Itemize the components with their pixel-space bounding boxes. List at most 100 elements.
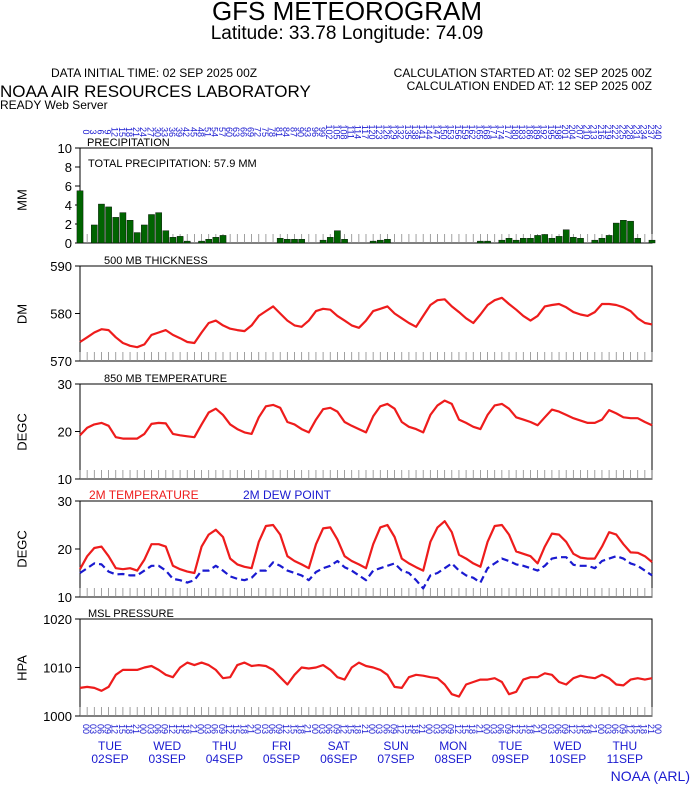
- forecast-hour-label: 36: [167, 127, 177, 137]
- date-label: 02SEP: [91, 752, 128, 766]
- forecast-hour-label: 117: [360, 125, 370, 139]
- utc-hour-label: 03: [374, 724, 384, 734]
- utc-hour-label: 12: [567, 724, 577, 734]
- forecast-hour-label: 234: [639, 124, 649, 139]
- y-tick-label: 4: [65, 198, 72, 213]
- precip-bar: [570, 237, 577, 244]
- forecast-hour-label: 180: [510, 124, 520, 139]
- y-tick-label: 0: [65, 236, 72, 251]
- forecast-hour-label: 162: [467, 124, 477, 139]
- precip-bar: [598, 238, 606, 244]
- precip-bar: [91, 224, 98, 244]
- precip-bar: [627, 220, 634, 244]
- forecast-hour-label: 45: [188, 127, 198, 137]
- day-label: WED: [554, 739, 582, 753]
- forecast-hour-label: 6: [95, 129, 105, 134]
- y-tick-label: 6: [65, 179, 72, 194]
- y-tick-label: 30: [58, 377, 72, 392]
- utc-hour-label: 03: [546, 724, 556, 734]
- date-label: 09SEP: [492, 752, 529, 766]
- precip-bar: [334, 230, 341, 244]
- date-label: 04SEP: [206, 752, 243, 766]
- panel-frame: [79, 265, 653, 362]
- forecast-hour-label: 60: [224, 127, 234, 137]
- precip-bar: [620, 219, 627, 244]
- precip-bar: [541, 234, 549, 244]
- y-tick-label: 20: [58, 425, 72, 440]
- forecast-hour-label: 204: [567, 124, 577, 139]
- forecast-hour-label: 12: [110, 127, 120, 137]
- forecast-hour-label: 222: [610, 124, 620, 139]
- utc-hour-label: 03: [603, 724, 613, 734]
- date-label: 10SEP: [549, 752, 586, 766]
- forecast-hour-label: 24: [138, 127, 148, 137]
- precip-bar: [276, 238, 284, 244]
- panel-title: MSL PRESSURE: [88, 608, 174, 620]
- utc-hour-label: 00: [138, 724, 148, 734]
- forecast-hour-label: 156: [453, 124, 463, 139]
- page-subtitle: Latitude: 33.78 Longitude: 74.09: [210, 23, 484, 44]
- precip-bar: [183, 240, 191, 244]
- utc-hour-label: 00: [539, 724, 549, 734]
- forecast-hour-label: 120: [367, 124, 377, 139]
- utc-hour-label: 06: [210, 724, 220, 734]
- precip-bar: [512, 239, 520, 244]
- utc-hour-label: 15: [403, 724, 413, 734]
- utc-hour-label: 15: [288, 724, 298, 734]
- utc-hour-label: 09: [617, 724, 627, 734]
- forecast-hour-label: 75: [260, 127, 270, 137]
- forecast-hour-label: 105: [331, 124, 341, 139]
- forecast-hour-label: 141: [417, 124, 427, 139]
- utc-hour-label: 06: [610, 724, 620, 734]
- utc-hour-label: 06: [553, 724, 563, 734]
- date-label: 03SEP: [149, 752, 186, 766]
- forecast-hour-label: 129: [388, 124, 398, 139]
- precip-bar: [319, 239, 327, 244]
- utc-hour-label: 18: [524, 724, 534, 734]
- precip-bar: [369, 240, 377, 244]
- precip-bar: [112, 217, 120, 244]
- forecast-hour-label: 90: [296, 127, 306, 137]
- forecast-hour-label: 87: [288, 127, 298, 137]
- forecast-hour-label: 114: [353, 125, 363, 139]
- forecast-hour-label: 102: [324, 124, 334, 139]
- forecast-hour-label: 192: [539, 124, 549, 139]
- precip-bar: [577, 238, 584, 244]
- utc-hour-label: 15: [574, 724, 584, 734]
- y-tick-label: 10: [58, 472, 72, 487]
- utc-hour-label: 12: [453, 724, 463, 734]
- temperature-line: [79, 661, 653, 698]
- day-label: TUE: [98, 739, 122, 753]
- server-name: READY Web Server: [0, 98, 108, 112]
- y-tick-label: 20: [58, 542, 72, 557]
- forecast-hour-label: 189: [531, 124, 541, 139]
- forecast-hour-label: 18: [124, 127, 134, 137]
- precip-bar: [527, 238, 534, 244]
- utc-hour-label: 12: [338, 724, 348, 734]
- utc-hour-label: 00: [81, 724, 91, 734]
- forecast-hour-label: 126: [381, 124, 391, 139]
- utc-hour-label: 06: [153, 724, 163, 734]
- date-label: 08SEP: [435, 752, 472, 766]
- precip-bar: [384, 238, 391, 244]
- y-tick-label: 1020: [43, 612, 72, 627]
- forecast-hour-label: 219: [603, 124, 613, 139]
- utc-hour-label: 00: [653, 724, 663, 734]
- utc-hour-label: 03: [88, 724, 98, 734]
- y-tick-label: 570: [50, 354, 72, 369]
- precip-bar: [498, 239, 506, 244]
- forecast-hour-label: 165: [474, 124, 484, 139]
- utc-hour-label: 12: [281, 724, 291, 734]
- precip-bar: [648, 239, 656, 244]
- forecast-hour-label: 237: [646, 124, 656, 139]
- utc-hour-label: 18: [467, 724, 477, 734]
- forecast-hour-label: 63: [231, 127, 241, 137]
- forecast-hour-label: 9: [102, 129, 112, 134]
- utc-hour-label: 12: [510, 724, 520, 734]
- forecast-hour-label: 48: [195, 127, 205, 137]
- legend-2m-dew-point: 2M DEW POINT: [243, 488, 332, 502]
- data-initial-time: DATA INITIAL TIME: 02 SEP 2025 00Z: [51, 66, 258, 80]
- forecast-hour-label: 213: [589, 124, 599, 139]
- y-tick-label: 10: [58, 590, 72, 605]
- utc-hour-label: 03: [145, 724, 155, 734]
